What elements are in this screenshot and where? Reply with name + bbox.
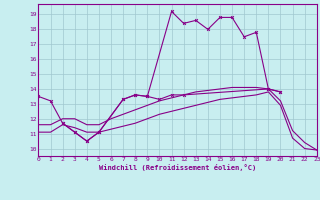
X-axis label: Windchill (Refroidissement éolien,°C): Windchill (Refroidissement éolien,°C) (99, 164, 256, 171)
